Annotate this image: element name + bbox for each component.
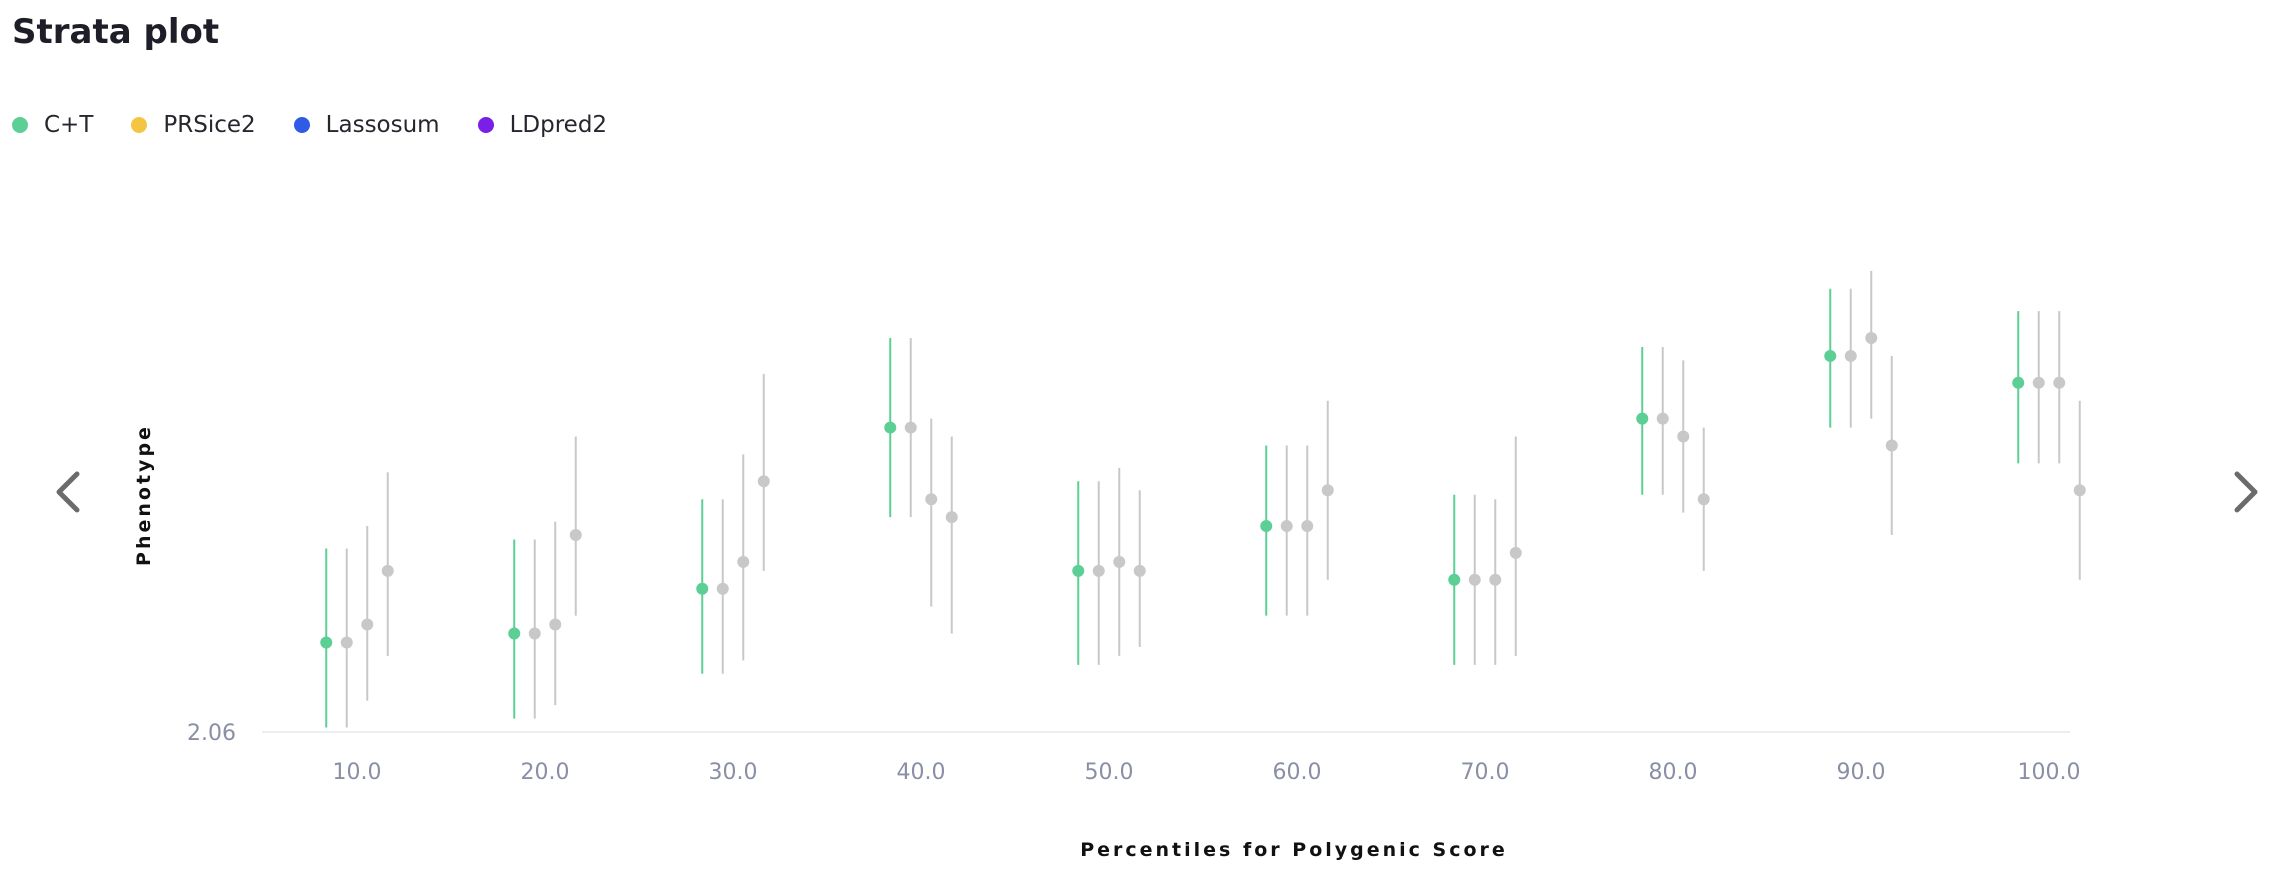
data-point [716,582,729,595]
data-point [884,421,897,434]
previous-button[interactable] [46,466,90,518]
x-tick-label: 50.0 [1085,760,1134,785]
data-point [1133,564,1146,577]
data-point [1697,493,1710,506]
data-point [1509,546,1522,559]
data-point [2053,376,2066,389]
chevron-right-icon [2234,471,2258,513]
next-button[interactable] [2224,466,2268,518]
legend: C+T PRSice2 Lassosum LDpred2 [12,112,607,138]
legend-item-lassosum[interactable]: Lassosum [293,112,440,138]
x-tick-label: 40.0 [897,760,946,785]
legend-item-prsice2[interactable]: PRSice2 [131,112,256,138]
x-tick-label: 60.0 [1273,760,1322,785]
data-point [549,618,562,631]
data-point [2032,376,2045,389]
data-point [1844,349,1857,362]
data-point [904,421,917,434]
data-point [528,627,541,640]
data-point [1885,439,1898,452]
page-title: Strata plot [12,12,220,52]
data-point [737,555,750,568]
x-tick-label: 100.0 [2018,760,2081,785]
legend-dot [12,117,28,133]
data-point [1301,520,1314,533]
x-tick-label: 30.0 [709,760,758,785]
x-axis-label: Percentiles for Polygenic Score [1080,839,1508,861]
data-point [361,618,374,631]
data-point [569,529,582,542]
data-point [1092,564,1105,577]
data-point [2012,376,2025,389]
data-point [1656,412,1669,425]
x-tick-label: 90.0 [1837,760,1886,785]
legend-item-ldpred2[interactable]: LDpred2 [477,112,608,138]
legend-dot [131,117,148,133]
y-axis-label: Phenotype [133,424,155,566]
legend-dot [293,117,310,133]
data-point [1072,564,1085,577]
legend-label: Lassosum [325,112,440,138]
legend-dot [477,117,494,133]
data-point [1321,484,1334,497]
data-point [2073,484,2086,497]
data-point [925,493,938,506]
data-point [1468,573,1481,586]
plot-marks [320,270,2086,728]
data-point [1113,555,1126,568]
y-tick-labels: 2.06 [187,721,236,746]
data-point [1677,430,1690,443]
data-point [757,475,770,488]
chevron-left-icon [56,471,80,513]
x-tick-label: 80.0 [1649,760,1698,785]
x-tick-label: 10.0 [333,760,382,785]
x-tick-labels: 10.0 20.0 30.0 40.0 50.0 60.0 70.0 80.0 90.0 100.… [333,760,2081,785]
data-point [1636,412,1649,425]
legend-label: PRSice2 [163,112,256,138]
data-point [696,582,709,595]
data-point [1280,520,1293,533]
legend-label: LDpred2 [509,112,608,138]
data-point [1448,573,1461,586]
data-point [340,636,353,649]
data-point [320,636,333,649]
x-tick-label: 70.0 [1461,760,1510,785]
x-tick-label: 20.0 [521,760,570,785]
data-point [945,511,958,524]
y-tick-label: 2.06 [187,721,236,746]
data-point [1865,332,1878,345]
data-point [1260,520,1273,533]
data-point [508,627,521,640]
data-point [1489,573,1502,586]
legend-label: C+T [44,112,94,138]
data-point [1824,349,1837,362]
legend-item-ct[interactable]: C+T [12,112,93,138]
data-point [381,564,394,577]
